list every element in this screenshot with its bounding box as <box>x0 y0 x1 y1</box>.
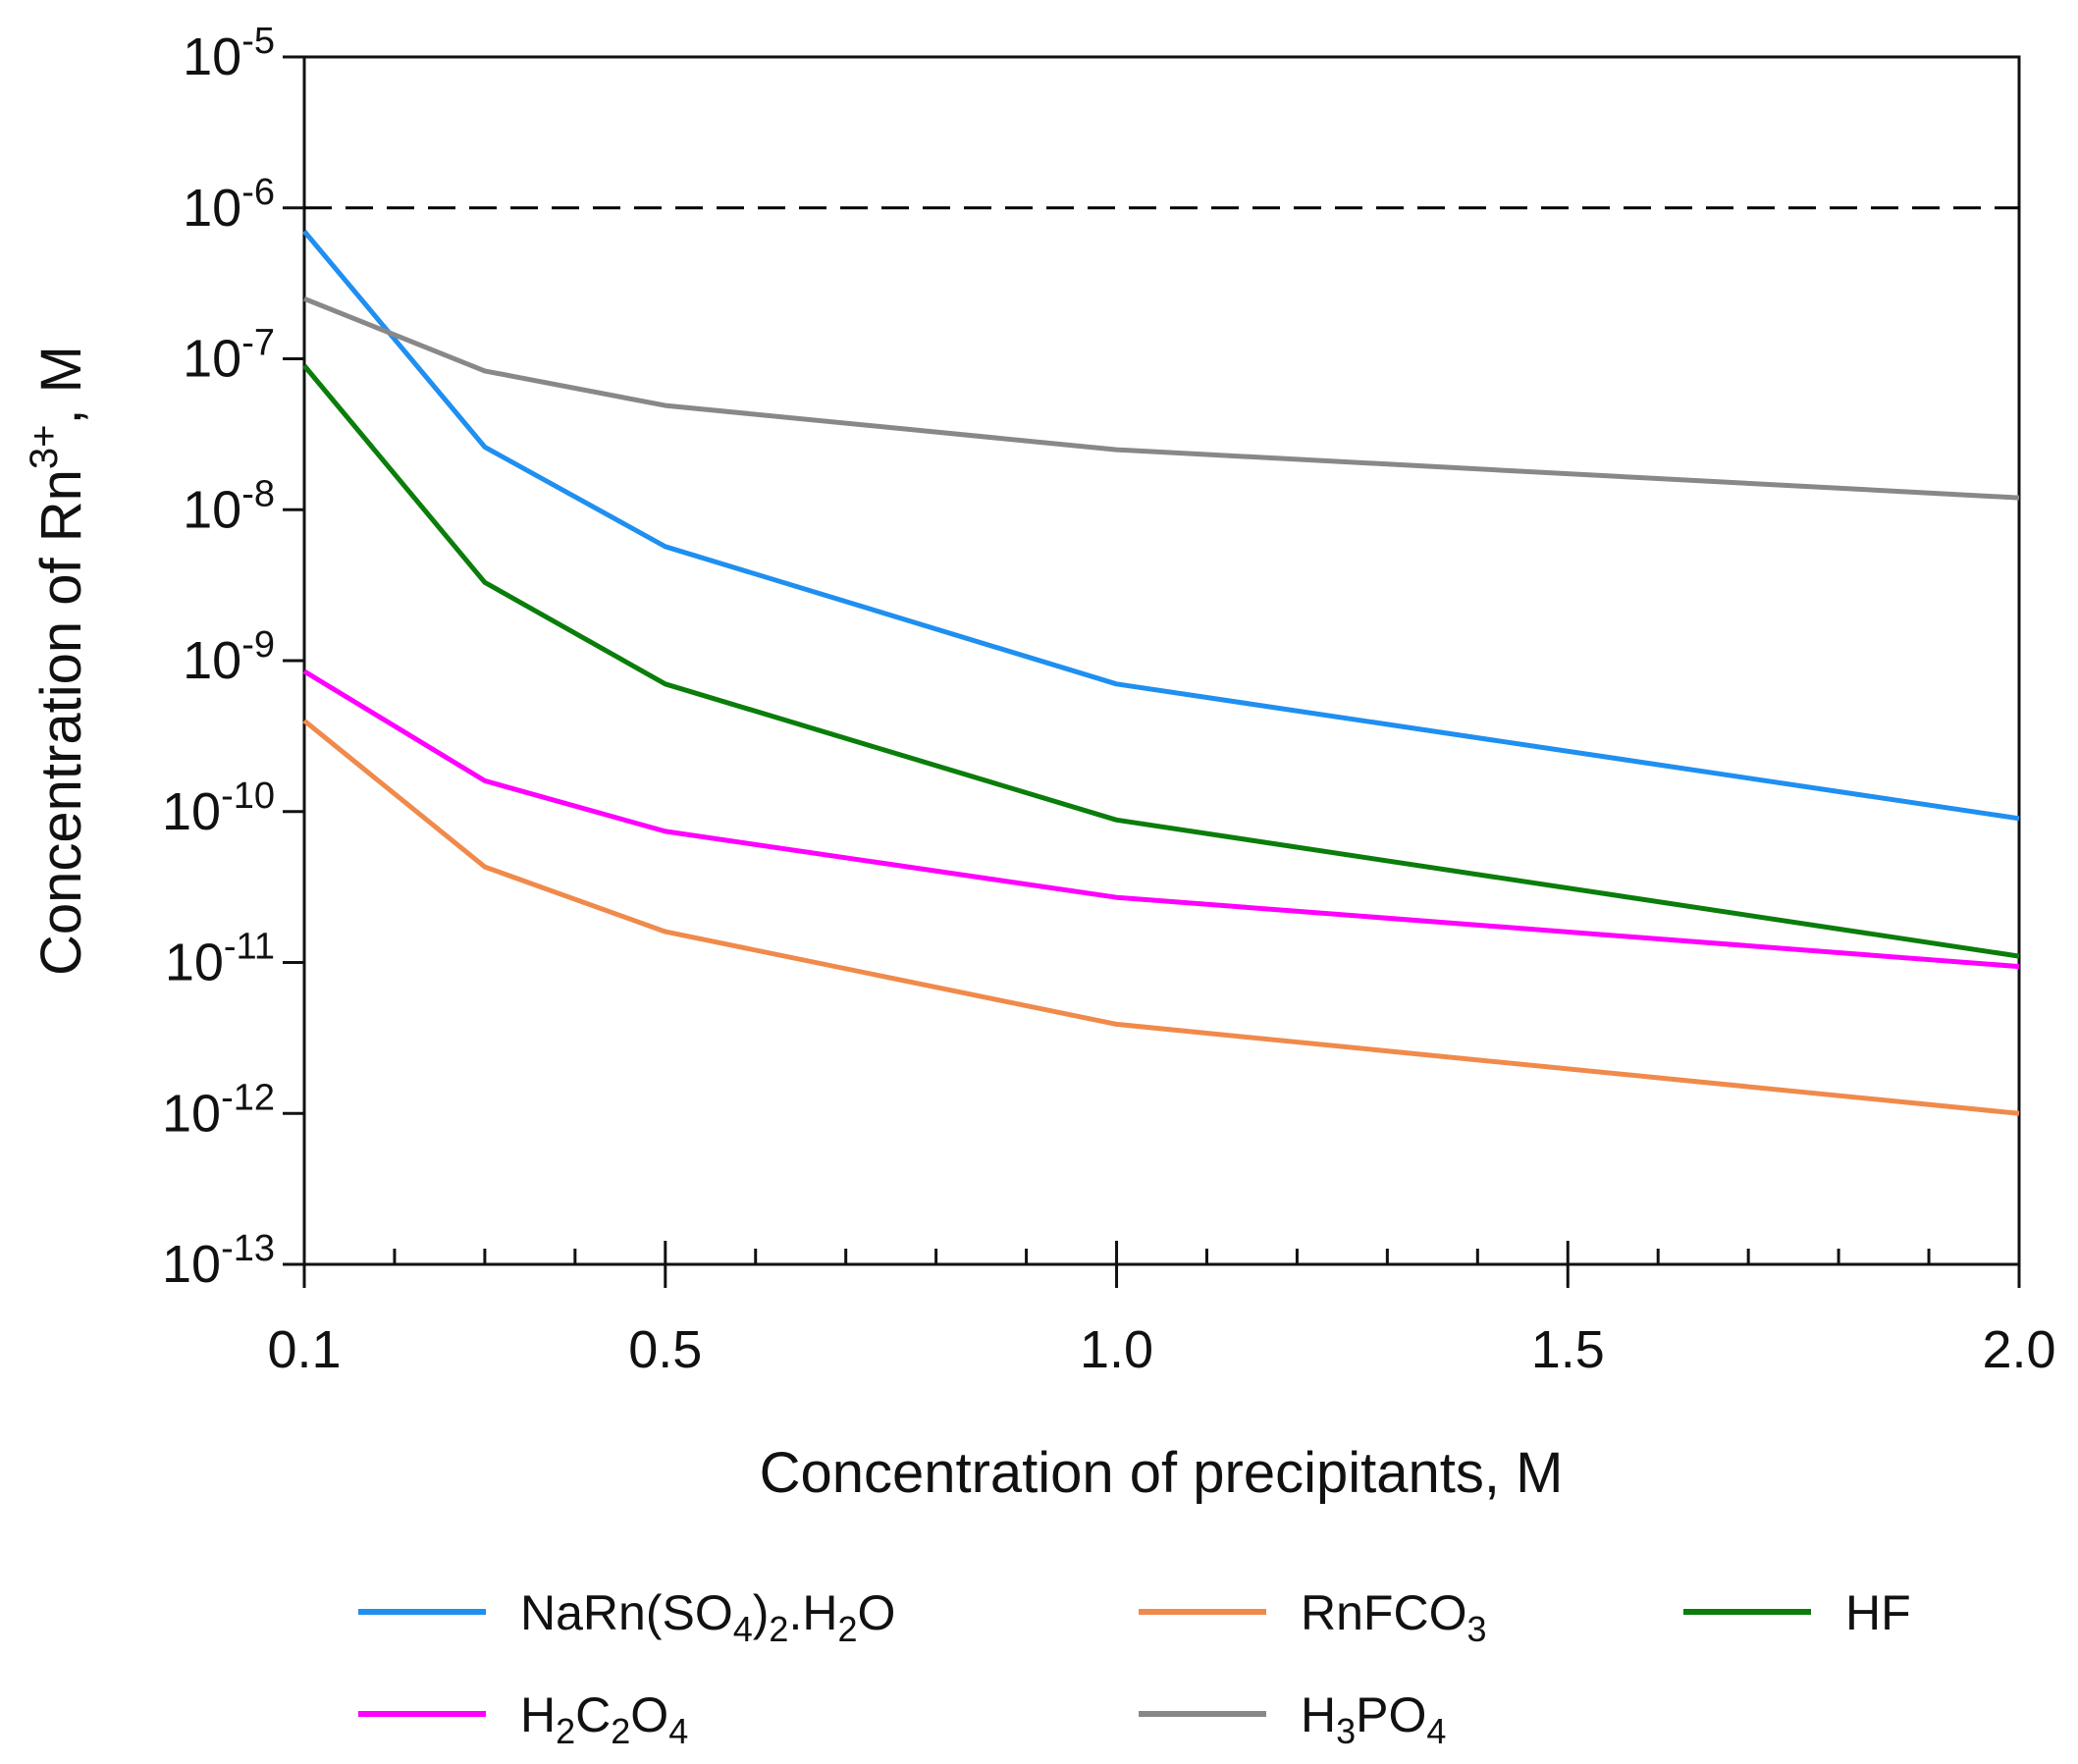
legend-label-text: .H <box>788 1585 837 1640</box>
x-tick-label: 0.5 <box>628 1320 702 1379</box>
x-tick-label: 2.0 <box>1982 1320 2055 1379</box>
legend-label-text: HF <box>1845 1585 1911 1640</box>
legend-label: H3PO4 <box>1301 1687 1446 1751</box>
legend-label-sub: 3 <box>1336 1711 1356 1751</box>
y-tick-base: 10 <box>183 27 241 86</box>
legend-label-sub: 2 <box>769 1609 788 1649</box>
legend-label-text: H <box>1301 1687 1336 1742</box>
series-line-1 <box>302 719 2020 1116</box>
legend-label-sub: 4 <box>733 1609 753 1649</box>
legend-label-sub: 4 <box>1426 1711 1446 1751</box>
y-tick-label: 10-13 <box>162 1228 275 1294</box>
y-tick-exponent: -7 <box>241 323 275 364</box>
series-line-3 <box>302 668 2020 970</box>
legend-label-text: PO <box>1356 1687 1426 1742</box>
y-axis-title-unit: , M <box>29 346 93 425</box>
y-tick-label: 10-9 <box>183 624 275 690</box>
legend-label-text: O <box>630 1687 668 1742</box>
y-tick-exponent: -6 <box>241 172 275 213</box>
y-tick-exponent: -8 <box>241 473 275 514</box>
y-tick-base: 10 <box>162 782 221 841</box>
legend-label-text: NaRn(SO <box>520 1585 733 1640</box>
legend-label-text: H <box>520 1687 556 1742</box>
y-tick-exponent: -13 <box>221 1228 275 1269</box>
legend-label-text: O <box>857 1585 895 1640</box>
y-tick-label: 10-8 <box>183 473 275 539</box>
y-tick-base: 10 <box>162 1235 221 1294</box>
x-axis-title: Concentration of precipitants, M <box>760 1441 1564 1505</box>
y-tick-base: 10 <box>183 631 241 690</box>
y-tick-exponent: -11 <box>224 927 275 968</box>
y-tick-exponent: -10 <box>221 775 275 817</box>
plot-frame <box>302 55 2021 1266</box>
y-tick-exponent: -5 <box>241 21 275 62</box>
legend-label: H2C2O4 <box>520 1687 688 1751</box>
y-tick-base: 10 <box>183 330 241 389</box>
x-axis: 0.1 0.5 1.0 1.5 2.0 <box>267 1241 2056 1379</box>
y-tick-base: 10 <box>183 480 241 539</box>
legend-item: RnFCO3 <box>1139 1585 1487 1649</box>
series-line-4 <box>303 295 2020 501</box>
series-line-0 <box>302 229 2020 822</box>
series-group <box>302 229 2020 1116</box>
legend-item: H2C2O4 <box>358 1687 688 1751</box>
legend-label-sub: 4 <box>668 1711 688 1751</box>
legend-item: H3PO4 <box>1139 1687 1446 1751</box>
legend-item: HF <box>1683 1585 1911 1640</box>
y-axis-title: Concentration of Rn3+, M <box>23 346 93 976</box>
y-tick-label: 10-7 <box>183 323 275 389</box>
y-axis-title-main: Concentration of Rn <box>29 469 93 976</box>
y-tick-label: 10-12 <box>162 1077 275 1143</box>
legend-label: HF <box>1845 1585 1911 1640</box>
y-tick-label: 10-5 <box>183 21 275 86</box>
y-tick-label: 10-10 <box>162 775 275 841</box>
y-tick-base: 10 <box>162 1084 221 1143</box>
x-tick-label: 1.0 <box>1080 1320 1153 1379</box>
y-tick-exponent: -9 <box>241 624 275 666</box>
series-line-2 <box>302 363 2020 959</box>
legend-label-sub: 2 <box>556 1711 575 1751</box>
y-tick-exponent: -12 <box>221 1077 275 1118</box>
legend-label-text: C <box>575 1687 611 1742</box>
y-tick-base: 10 <box>183 179 241 238</box>
x-tick-label: 0.1 <box>267 1320 341 1379</box>
legend-label: NaRn(SO4)2.H2O <box>520 1585 895 1649</box>
legend-label-text: ) <box>753 1585 770 1640</box>
legend-label-sub: 2 <box>837 1609 857 1649</box>
legend-label-sub: 2 <box>611 1711 630 1751</box>
legend-item: NaRn(SO4)2.H2O <box>358 1585 895 1649</box>
legend-label: RnFCO3 <box>1301 1585 1487 1649</box>
y-tick-label: 10-6 <box>183 172 275 238</box>
x-tick-label: 1.5 <box>1531 1320 1605 1379</box>
y-tick-label: 10-11 <box>165 927 275 992</box>
legend-label-text: RnFCO <box>1301 1585 1466 1640</box>
y-axis-title-sup: 3+ <box>23 425 66 470</box>
y-tick-base: 10 <box>165 934 224 992</box>
legend-label-sub: 3 <box>1466 1609 1486 1649</box>
